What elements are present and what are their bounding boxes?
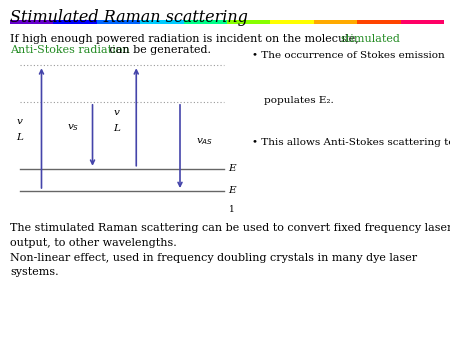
Text: 1: 1 — [229, 205, 234, 214]
Bar — [400, 20, 444, 24]
Text: L: L — [16, 133, 23, 142]
Text: v: v — [17, 117, 22, 126]
Bar — [54, 20, 97, 24]
Text: The stimulated Raman scattering can be used to convert fixed frequency laser
out: The stimulated Raman scattering can be u… — [10, 223, 450, 277]
Text: can be generated.: can be generated. — [106, 45, 211, 55]
Text: E: E — [229, 186, 236, 195]
Bar — [97, 20, 140, 24]
Text: Stimulated Raman scattering: Stimulated Raman scattering — [10, 9, 248, 26]
Text: L: L — [113, 124, 120, 132]
Bar — [10, 20, 54, 24]
Bar — [140, 20, 184, 24]
Bar — [314, 20, 357, 24]
Bar — [184, 20, 227, 24]
Text: populates E₂.: populates E₂. — [264, 96, 333, 105]
Text: v$_{AS}$: v$_{AS}$ — [196, 136, 213, 147]
Bar — [227, 20, 270, 24]
Text: Anti-Stokes radiation: Anti-Stokes radiation — [10, 45, 130, 55]
Text: v: v — [114, 108, 120, 117]
Text: • The occurrence of Stokes emission: • The occurrence of Stokes emission — [252, 51, 445, 60]
Text: If high enough powered radiation is incident on the molecule,: If high enough powered radiation is inci… — [10, 34, 362, 45]
Bar — [270, 20, 314, 24]
Bar — [357, 20, 401, 24]
Text: stimulated: stimulated — [341, 34, 400, 45]
Text: v$_S$: v$_S$ — [67, 122, 79, 133]
Text: E: E — [229, 164, 236, 173]
Text: • This allows Anti-Stokes scattering to occur.: • This allows Anti-Stokes scattering to … — [252, 138, 450, 147]
